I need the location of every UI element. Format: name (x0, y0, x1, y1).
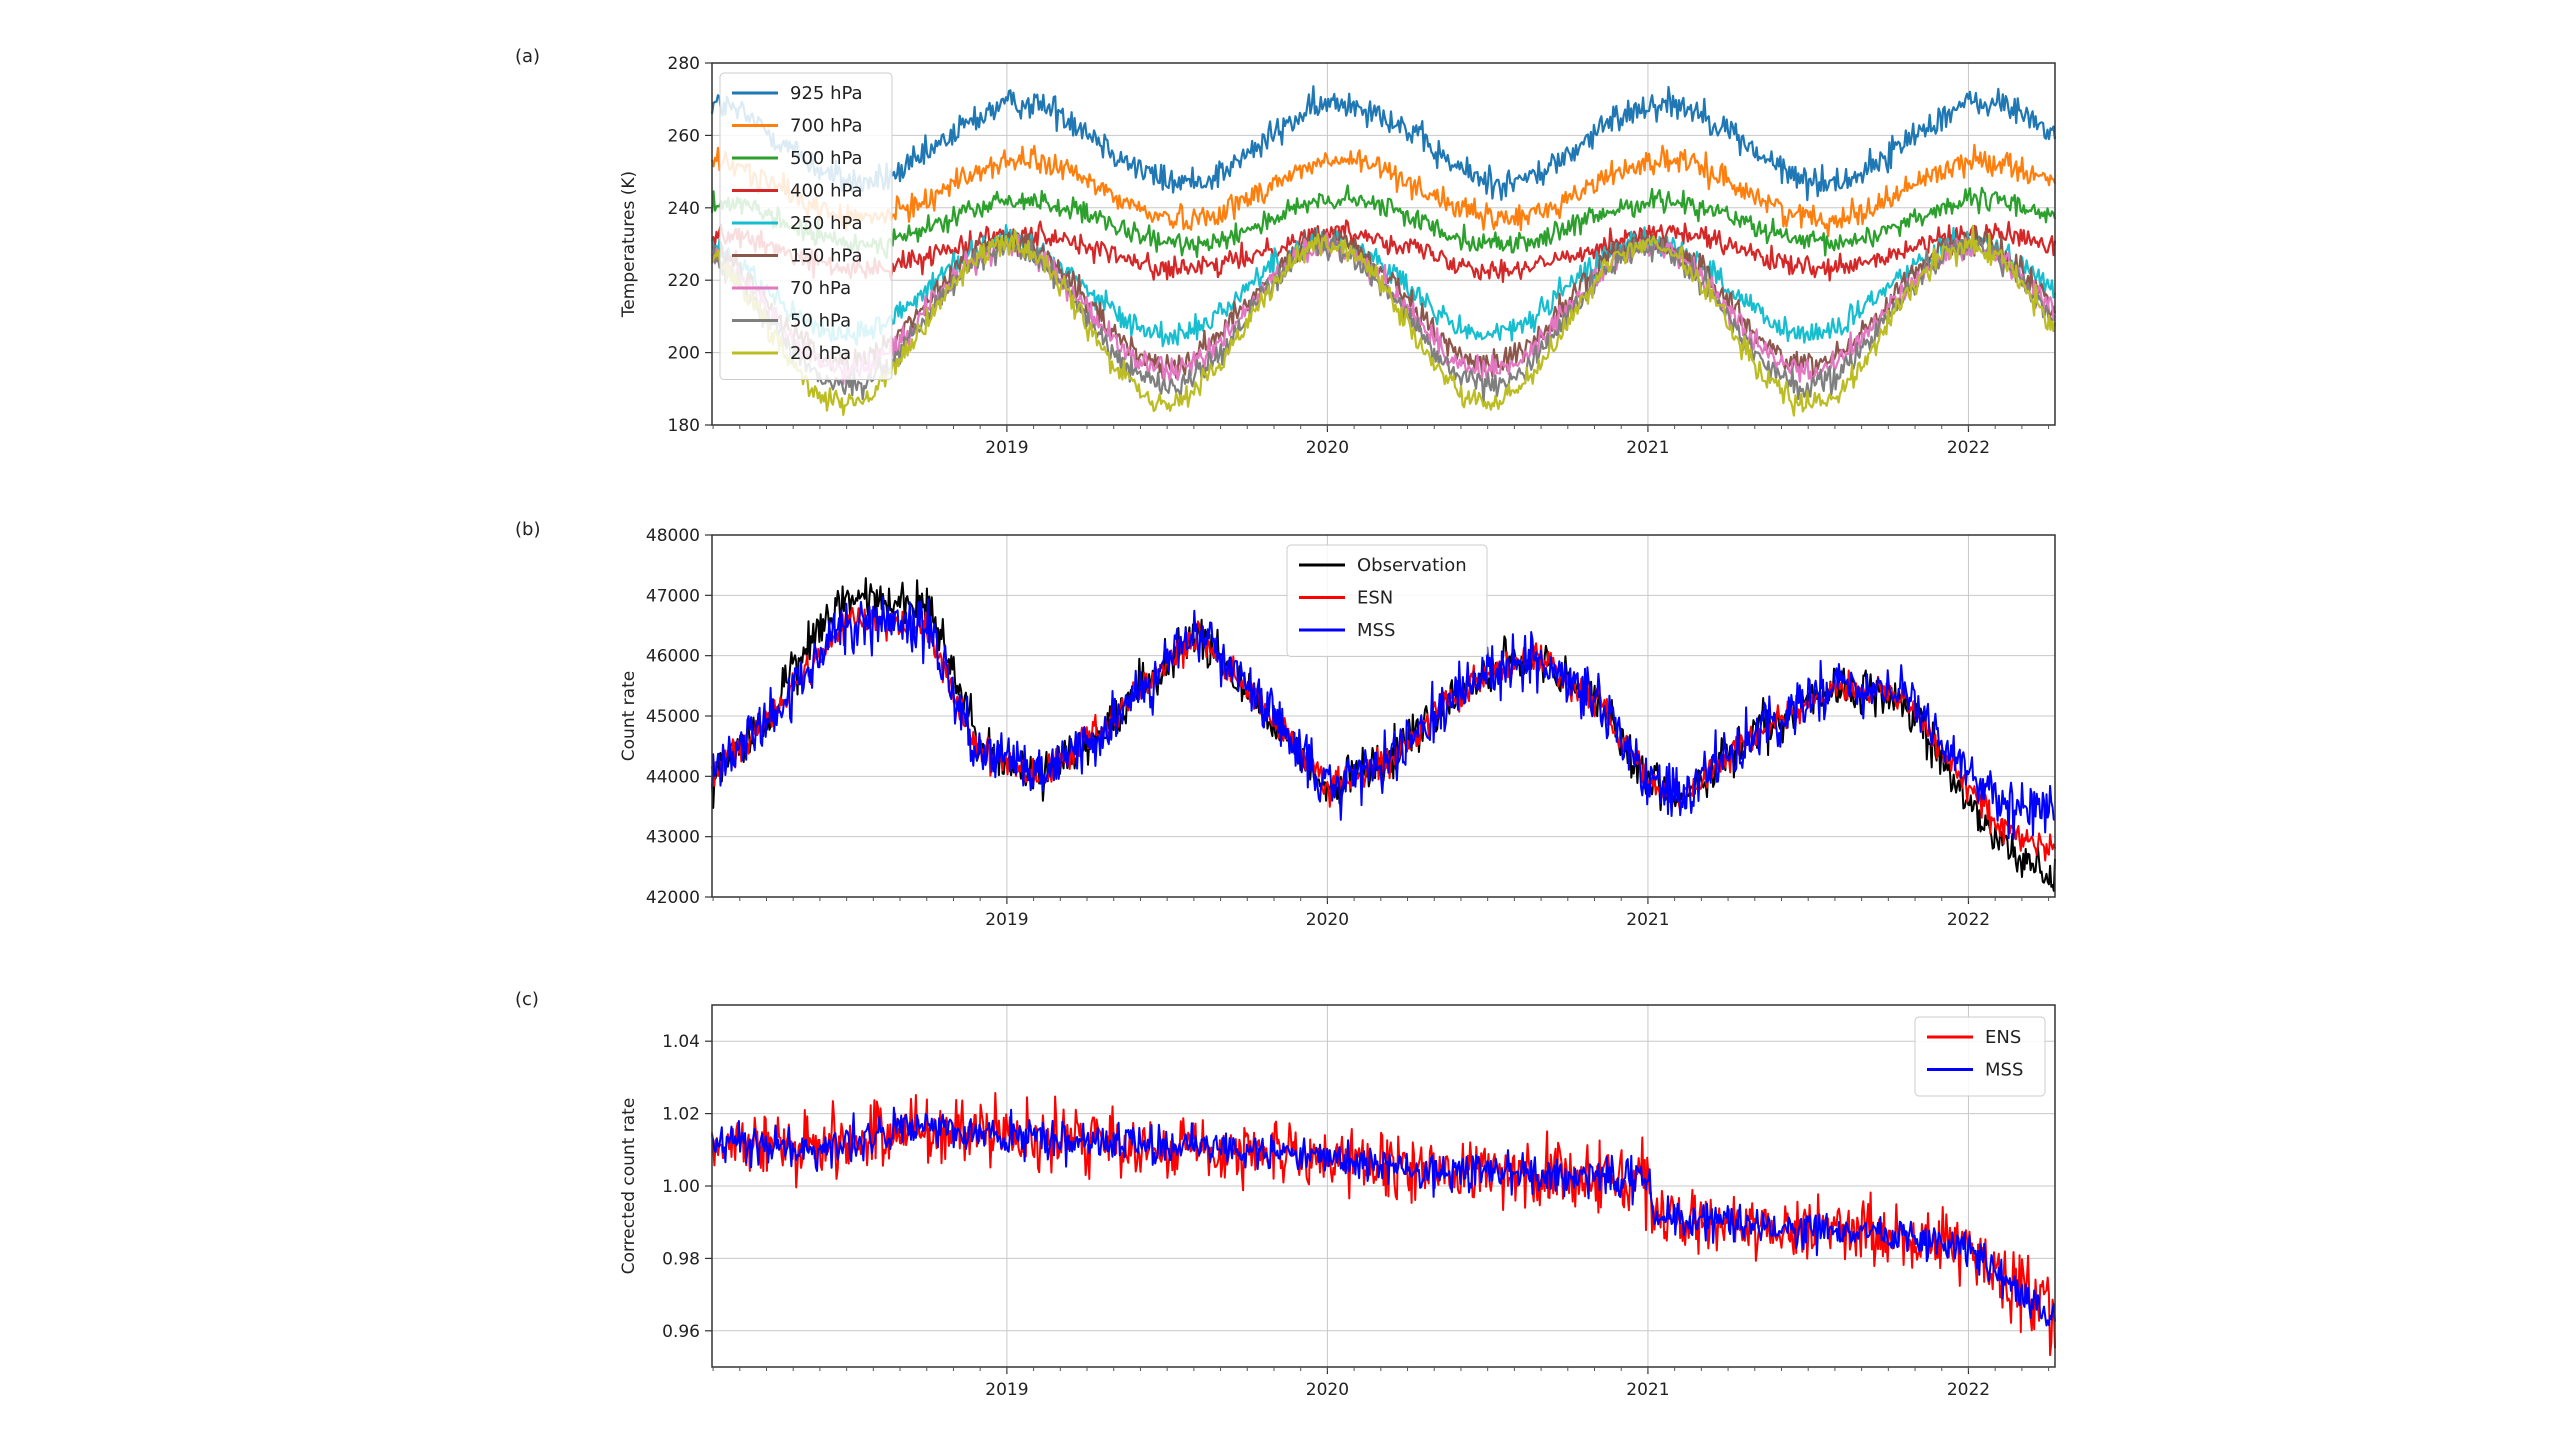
panel-c-plot-area (711, 1092, 2056, 1357)
y-tick-label: 240 (668, 199, 700, 219)
x-tick-label: 2020 (1306, 438, 1349, 458)
y-tick-label: 43000 (646, 828, 700, 848)
panel-letter-a: (a) (515, 46, 540, 67)
y-tick-label: 1.00 (662, 1177, 700, 1197)
y-tick-label: 1.02 (662, 1105, 700, 1125)
y-tick-label: 44000 (646, 767, 700, 787)
y-tick-label: 46000 (646, 647, 700, 667)
y-tick-label: 180 (668, 416, 700, 436)
legend-box (1914, 1016, 2046, 1097)
series-line (710, 224, 2057, 417)
legend-box (719, 72, 893, 380)
panel-a-frame (711, 62, 2056, 426)
panel-letter-c: (c) (515, 989, 539, 1010)
series-line (710, 184, 2057, 259)
x-tick-label: 2020 (1306, 910, 1349, 930)
y-tick-label: 1.04 (662, 1032, 700, 1052)
y-tick-label: 260 (668, 126, 700, 146)
x-tick-label: 2021 (1626, 910, 1669, 930)
panel-c-legend: ENS MSS (1914, 1016, 2046, 1097)
y-tick-label: 45000 (646, 707, 700, 727)
panel-a-legend: 925 hPa 700 hPa 500 hPa 400 hPa 250 hPa 150 h… (719, 72, 893, 380)
panel-a-x-ticks: 2019 2020 2021 2022 (712, 425, 2050, 458)
legend-entry: 150 hPa (790, 246, 863, 267)
x-tick-label: 2022 (1947, 910, 1990, 930)
x-tick-label: 2022 (1947, 1380, 1990, 1400)
panel-c-x-ticks: 2019 2020 2021 2022 (712, 1367, 2050, 1400)
legend-entry: 20 hPa (790, 343, 851, 364)
legend-entry: MSS (1985, 1060, 2023, 1081)
y-tick-label: 200 (668, 344, 700, 364)
panel-a-plot-area (710, 85, 2057, 417)
y-tick-label: 48000 (646, 526, 700, 546)
panel-b-y-ticks: 42000 43000 44000 45000 46000 47000 48000 (646, 526, 712, 908)
y-tick-label: 280 (668, 54, 700, 74)
x-tick-label: 2019 (985, 438, 1028, 458)
panel-b: 42000 43000 44000 45000 46000 47000 48000 2019… (619, 526, 2056, 930)
series-line (710, 143, 2057, 238)
x-tick-label: 2019 (985, 910, 1028, 930)
panel-b-x-ticks: 2019 2020 2021 2022 (712, 897, 2050, 930)
x-tick-label: 2021 (1626, 1380, 1669, 1400)
legend-entry: 700 hPa (790, 116, 863, 137)
legend-entry: 925 hPa (790, 83, 863, 104)
legend-entry: Observation (1357, 555, 1467, 576)
series-line (710, 85, 2057, 202)
legend-entry: 50 hPa (790, 311, 851, 332)
panel-b-legend: Observation ESN MSS (1286, 544, 1488, 657)
panel-c-y-axis-label: Corrected count rate (619, 1098, 639, 1275)
legend-entry: ENS (1985, 1027, 2021, 1048)
legend-entry: 70 hPa (790, 278, 851, 299)
series-line (711, 596, 2055, 840)
y-tick-label: 42000 (646, 888, 700, 908)
y-tick-label: 47000 (646, 586, 700, 606)
panel-c: 0.96 0.98 1.00 1.02 1.04 2019 2020 2021 2022 Co… (619, 1004, 2056, 1400)
y-tick-label: 0.98 (662, 1249, 700, 1269)
panel-c-y-ticks: 0.96 0.98 1.00 1.02 1.04 (662, 1032, 712, 1342)
y-tick-label: 220 (668, 271, 700, 291)
x-tick-label: 2020 (1306, 1380, 1349, 1400)
legend-entry: 250 hPa (790, 213, 863, 234)
series-line (711, 219, 2057, 283)
panel-b-plot-area (711, 577, 2056, 892)
series-line (711, 1106, 2056, 1327)
panel-b-y-axis-label: Count rate (619, 671, 639, 761)
x-tick-label: 2022 (1947, 438, 1990, 458)
panel-a-y-axis-label: Temperatures (K) (619, 171, 639, 318)
y-tick-label: 0.96 (662, 1322, 700, 1342)
panel-a-y-ticks: 180 200 220 240 260 280 (668, 54, 712, 436)
panel-letter-b: (b) (515, 519, 540, 540)
x-tick-label: 2021 (1626, 438, 1669, 458)
legend-entry: 500 hPa (790, 148, 863, 169)
legend-entry: MSS (1357, 620, 1395, 641)
panel-a: 180 200 220 240 260 280 2019 2020 2021 2022 Temp… (619, 54, 2057, 458)
legend-entry: 400 hPa (790, 181, 863, 202)
x-tick-label: 2019 (985, 1380, 1028, 1400)
legend-entry: ESN (1357, 588, 1393, 609)
